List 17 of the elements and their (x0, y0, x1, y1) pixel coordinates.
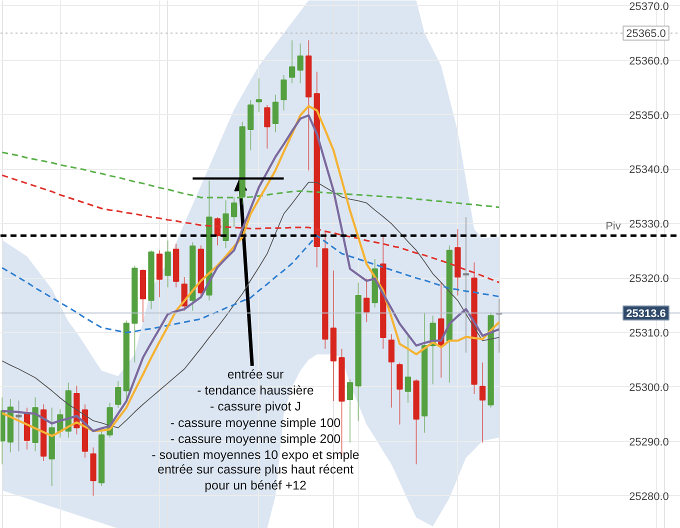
y-tick-label: 25300.0 (629, 382, 669, 394)
line-series (1, 234, 500, 334)
ref-line-label: Piv (606, 220, 622, 233)
y-tick-label: 25330.0 (629, 218, 669, 231)
y-tick-label: 25340.0 (629, 164, 669, 176)
ref-line-label: 25313.6 (626, 308, 666, 320)
y-tick-label: 25360.0 (629, 55, 669, 68)
y-tick-label: 25320.0 (629, 273, 669, 286)
y-tick-label: 25350.0 (629, 110, 669, 122)
y-tick-label: 25280.0 (629, 490, 669, 503)
annotation: entrée sur cassure plus haut récent pour un bénéf +12 (158, 462, 354, 493)
y-tick-label: 25310.0 (629, 328, 669, 340)
line-series (2, 182, 500, 428)
ref-line-label: 25365.0 (626, 28, 666, 40)
y-tick-label: 25370.0 (629, 0, 669, 13)
line-series (1, 152, 500, 208)
y-tick-label: 25290.0 (629, 436, 669, 448)
